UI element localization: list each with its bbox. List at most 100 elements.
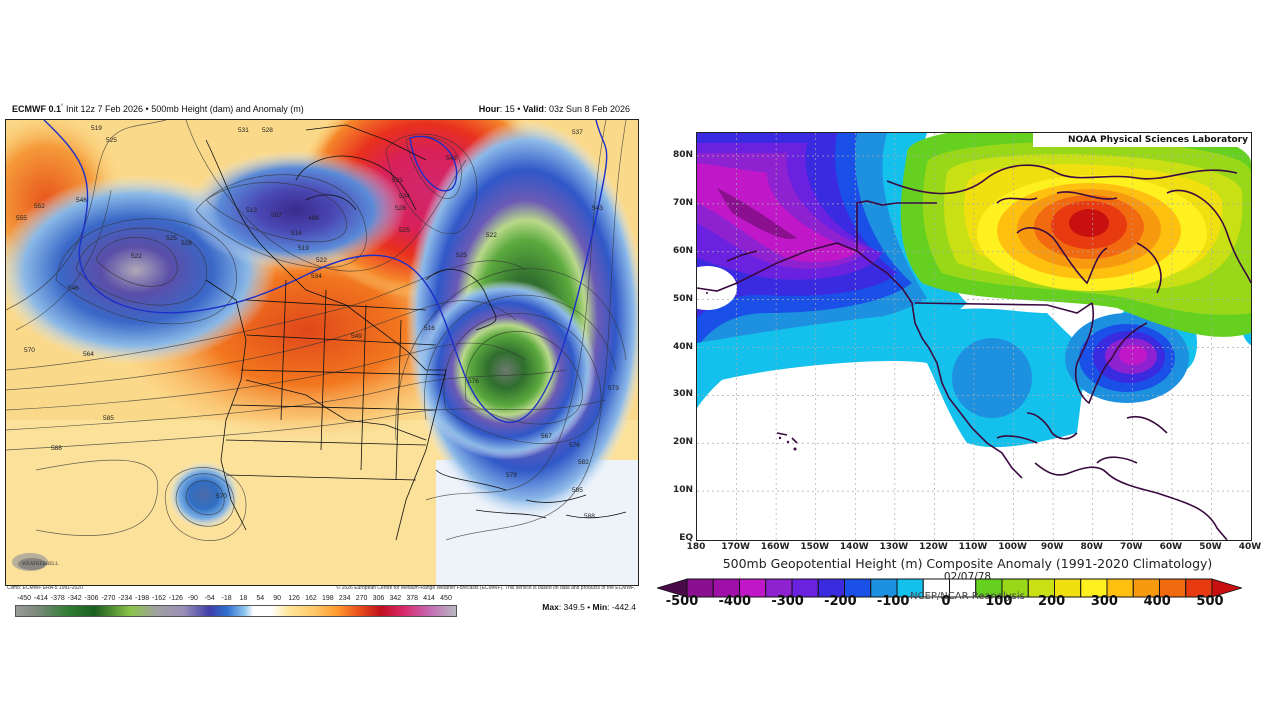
contour-label: 582 xyxy=(578,459,589,466)
composite-title: 500mb Geopotential Height (m) Composite … xyxy=(722,556,1213,571)
colorbar-tick: -126 xyxy=(168,595,183,602)
contour-label: 531 xyxy=(392,177,403,184)
latitude-label: 50N xyxy=(672,293,693,304)
longitude-label: 150W xyxy=(800,542,830,552)
contour-label: 531 xyxy=(238,127,249,134)
contour-label: 549 xyxy=(351,333,362,340)
contour-label: 543 xyxy=(592,205,603,212)
noaa-anomaly-map: NOAA Physical Sciences Laboratory xyxy=(696,132,1252,541)
contour-label: 528 xyxy=(262,127,273,134)
ecmwf-500mb-map: 525 519 531 528 552 555 546 522 525 528 513 507 498 5… xyxy=(5,119,639,586)
product-name: 500mb Height (dam) and Anomaly (m) xyxy=(151,104,304,114)
separator: • xyxy=(517,104,521,114)
noaa-composite-panel: 80N 70N 60N 50N 40N 30N 20N 10N EQ xyxy=(655,125,1280,615)
colorbar-label: 400 xyxy=(1143,594,1171,609)
contour-label: 534 xyxy=(311,273,322,280)
colorbar-tick: 90 xyxy=(273,595,282,602)
colorbar-tick: -378 xyxy=(50,595,65,602)
contour-labels: 525 519 531 528 552 555 546 522 525 528 513 507 498 5… xyxy=(16,125,619,520)
hour-label: Hour xyxy=(478,104,500,114)
colorbar-label: -100 xyxy=(876,594,910,609)
contour-label: 522 xyxy=(131,253,142,260)
contour-label: 546 xyxy=(76,197,87,204)
ecmwf-header-left: ECMWF 0.1° Init 12z 7 Feb 2026 • 500mb H… xyxy=(12,104,304,114)
colorbar-tick: 54 xyxy=(256,595,265,602)
colorbar-tick: -270 xyxy=(101,595,116,602)
contour-label: 522 xyxy=(486,232,497,239)
contour-label: 525 xyxy=(399,227,410,234)
colorbar-tick: -414 xyxy=(33,595,48,602)
valid-label: Valid xyxy=(522,104,544,114)
contour-label: 555 xyxy=(16,215,27,222)
valid-value: : 03z Sun 8 Feb 2026 xyxy=(543,104,630,114)
colorbar-tick: 342 xyxy=(389,595,402,602)
model-name: ECMWF 0.1 xyxy=(12,104,62,114)
colorbar-label: -500 xyxy=(665,594,699,609)
longitude-label: 80W xyxy=(1080,542,1103,552)
longitude-label: 70W xyxy=(1120,542,1143,552)
max-value: : 349.5 xyxy=(558,602,585,612)
longitude-label: 140W xyxy=(839,542,869,552)
contour-label: 525 xyxy=(456,252,467,259)
colorbar-label: 100 xyxy=(985,594,1013,609)
ecmwf-footer: Climo: ECMWF ERA-5 1991-2020 © 2026 Euro… xyxy=(5,585,637,595)
longitude-label: 50W xyxy=(1199,542,1222,552)
colorbar-label: -200 xyxy=(824,594,857,609)
latitude-label: EQ xyxy=(679,533,693,543)
colorbar-tick: -162 xyxy=(152,595,167,602)
contour-label: 576 xyxy=(468,378,479,385)
colorbar-tick: -234 xyxy=(118,595,133,602)
contour-label: 525 xyxy=(166,235,177,242)
colorbar-label: -300 xyxy=(771,594,804,609)
contour-label: 528 xyxy=(181,240,192,247)
max-min-readout: Max: 349.5 • Min: -442.4 xyxy=(542,602,636,612)
colorbar-label: 500 xyxy=(1196,594,1224,609)
contour-label: 564 xyxy=(83,351,94,358)
contour-label: 519 xyxy=(298,245,309,252)
min-label: Min xyxy=(592,602,608,612)
longitude-label: 180 xyxy=(686,542,706,552)
contour-label: 552 xyxy=(34,203,45,210)
colorbar-tick: -342 xyxy=(67,595,82,602)
contour-label: 579 xyxy=(506,472,517,479)
colorbar-label: 0 xyxy=(941,594,951,609)
contour-label: 570 xyxy=(24,347,35,354)
contour-label: 570 xyxy=(216,493,227,500)
longitude-label: 160W xyxy=(760,542,790,552)
contour-label: 507 xyxy=(271,212,282,219)
climo-note: Climo: ECMWF ERA-5 1991-2020 xyxy=(7,585,83,591)
longitude-label: 90W xyxy=(1040,542,1064,552)
colorbar-tick: 450 xyxy=(440,595,452,602)
colorbar-tick: 198 xyxy=(321,595,334,602)
colorbar-tick: -306 xyxy=(84,595,99,602)
contour-label: 513 xyxy=(246,207,257,214)
degree-symbol: ° xyxy=(61,104,64,110)
contour-label: 567 xyxy=(541,433,552,440)
latitude-label: 70N xyxy=(672,197,693,208)
colorbar-label: -400 xyxy=(718,594,752,609)
colorbar-tick: 126 xyxy=(288,595,300,602)
colorbar-tick: 378 xyxy=(406,595,419,602)
ecmwf-header-right: Hour: 15 • Valid: 03z Sun 8 Feb 2026 xyxy=(479,104,630,114)
max-label: Max xyxy=(542,602,559,612)
colorbar-tick: 18 xyxy=(239,595,248,602)
anomaly-colorbar xyxy=(657,578,1242,598)
contour-label: 588 xyxy=(51,445,62,452)
colorbar-gradient xyxy=(15,605,457,617)
contour-label: 516 xyxy=(424,325,435,332)
contour-label: 525 xyxy=(106,137,117,144)
colorbar-labels: -500 -400 -300 -200 -100 0 100 200 300 400 500 xyxy=(655,594,1250,610)
contour-label: 498 xyxy=(308,215,319,222)
contour-label: 537 xyxy=(572,129,583,136)
ecmwf-map-graphic: 525 519 531 528 552 555 546 522 525 528 513 507 498 5… xyxy=(6,120,638,585)
latitude-label: 40N xyxy=(672,341,693,352)
colorbar-tick: 270 xyxy=(355,595,368,602)
contour-label: 573 xyxy=(608,385,619,392)
contour-label: 546 xyxy=(68,285,79,292)
copyright-note: © 2026 European Centre for Medium-Range … xyxy=(336,585,635,591)
longitude-label: 100W xyxy=(998,542,1027,552)
contour-label: 585 xyxy=(103,415,114,422)
colorbar-tick: -450 xyxy=(16,595,32,602)
colorbar-label: 300 xyxy=(1090,594,1118,609)
longitude-label: 130W xyxy=(879,542,909,552)
